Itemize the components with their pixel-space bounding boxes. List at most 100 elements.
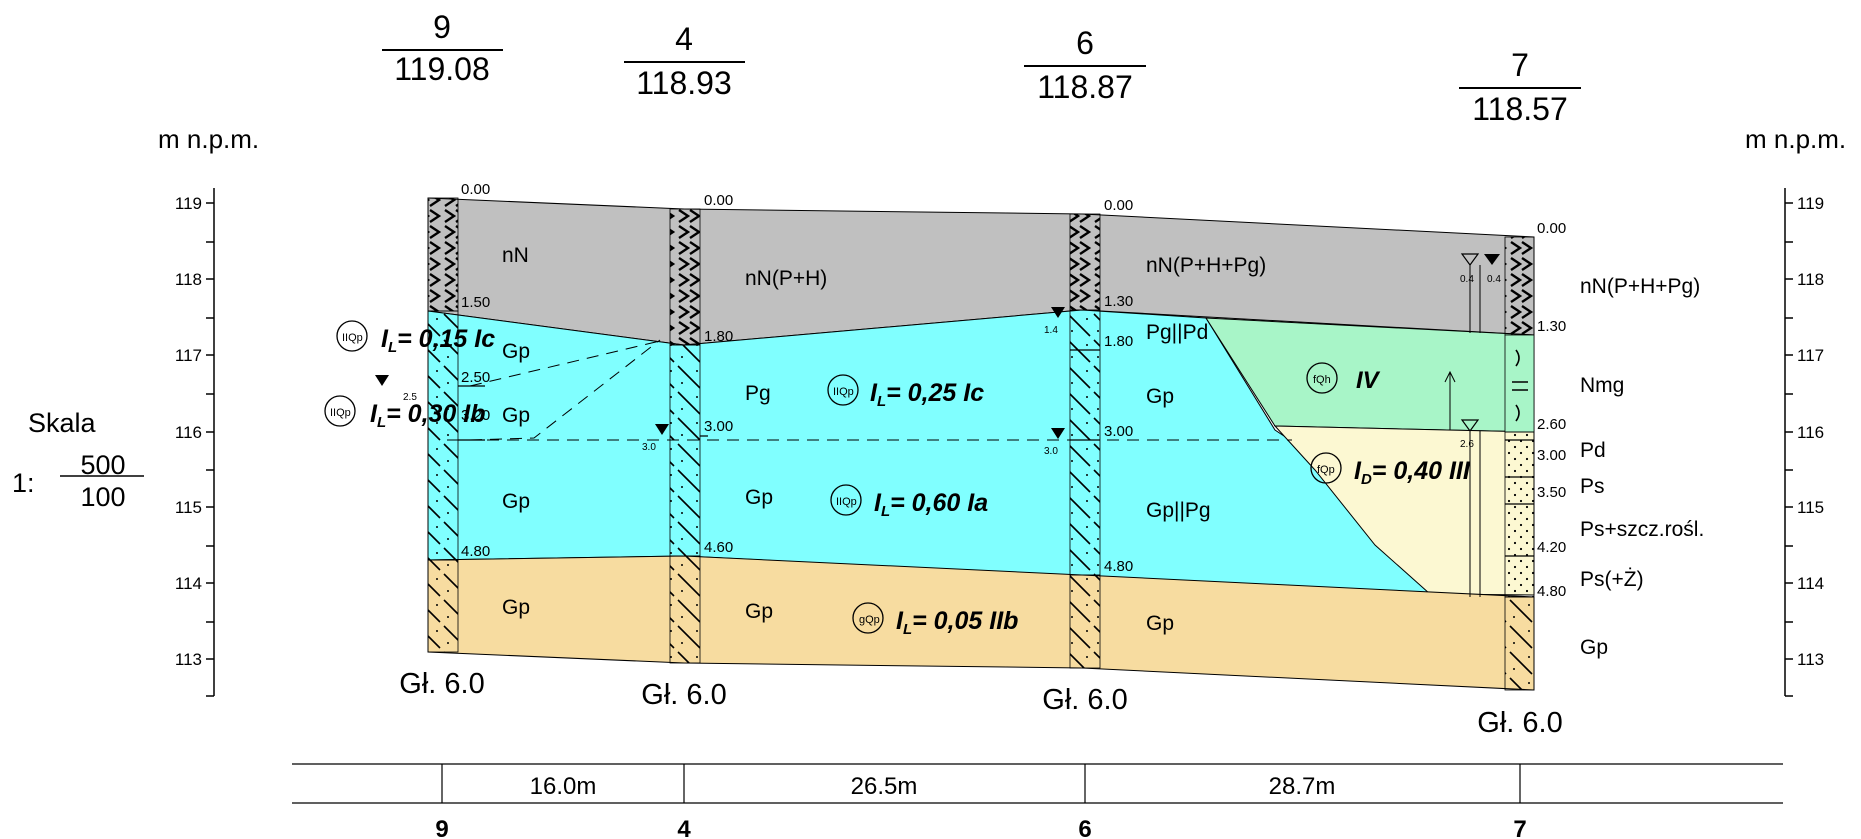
axis-left-ticks: 119 118 117 116 115 114 113 <box>175 194 202 669</box>
distance-borehole-ids: 9 4 6 7 <box>435 816 1526 839</box>
svg-text:115: 115 <box>175 498 202 517</box>
svg-text:4.80: 4.80 <box>1537 583 1566 600</box>
borehole-column-9 <box>427 197 459 653</box>
svg-text:fQp: fQp <box>1317 464 1335 476</box>
svg-text:119.08: 119.08 <box>394 51 490 87</box>
svg-text:Ps+szcz.rośl.: Ps+szcz.rośl. <box>1580 518 1704 541</box>
svg-text:nN(P+H+Pg): nN(P+H+Pg) <box>1146 254 1266 277</box>
borehole-column-7 <box>1504 236 1535 691</box>
svg-text:Gp||Pg: Gp||Pg <box>1146 499 1211 522</box>
svg-text:IL= 0,15 Ic: IL= 0,15 Ic <box>381 325 495 356</box>
distance-table <box>292 763 1783 804</box>
svg-text:100: 100 <box>80 482 125 512</box>
svg-text:0.00: 0.00 <box>461 181 490 198</box>
svg-text:Ps(+Ż): Ps(+Ż) <box>1580 568 1644 591</box>
svg-text:4.80: 4.80 <box>461 543 490 560</box>
svg-text:118.87: 118.87 <box>1037 69 1133 105</box>
total-depth-labels: Gł. 6.0 Gł. 6.0 Gł. 6.0 Gł. 6.0 <box>399 668 1562 739</box>
svg-text:Pg||Pd: Pg||Pd <box>1146 321 1208 344</box>
water-label-4: 3.0 <box>642 442 656 453</box>
param-6: fQh IV <box>1306 362 1381 394</box>
param-2: IIQp IL= 0,30 Ib <box>324 395 486 431</box>
svg-text:118.57: 118.57 <box>1472 91 1568 127</box>
svg-text:Gł. 6.0: Gł. 6.0 <box>1477 707 1562 739</box>
header-7: 7 118.57 <box>1459 47 1581 127</box>
svg-text:7: 7 <box>1513 816 1526 839</box>
svg-text:IIQp: IIQp <box>833 386 854 398</box>
distance-labels: 16.0m 26.5m 28.7m <box>530 773 1336 800</box>
svg-text:4.60: 4.60 <box>704 539 733 556</box>
svg-text:nN(P+H+Pg): nN(P+H+Pg) <box>1580 275 1700 298</box>
param-4: IIQp IL= 0,60 Ia <box>830 484 988 520</box>
svg-text:118.93: 118.93 <box>636 65 732 101</box>
svg-text:Gp: Gp <box>502 596 530 619</box>
axis-left <box>206 188 215 697</box>
header-9: 9 119.08 <box>382 9 503 87</box>
water-table-markers <box>375 253 1500 597</box>
axis-right <box>1784 188 1793 697</box>
svg-text:nN: nN <box>502 244 529 267</box>
svg-text:16.0m: 16.0m <box>530 773 597 800</box>
borehole-column-4 <box>669 208 701 664</box>
svg-text:7: 7 <box>1511 47 1529 83</box>
svg-text:IL= 0,25 Ic: IL= 0,25 Ic <box>870 379 984 410</box>
scale-block: Skala 1: 500 100 <box>12 408 144 512</box>
svg-text:0.00: 0.00 <box>704 192 733 209</box>
soil-labels: nN Gp Gp Gp Gp nN(P+H) Pg Gp Gp nN(P+H+P… <box>502 244 1704 659</box>
svg-text:IIQp: IIQp <box>836 496 857 508</box>
svg-text:Gł. 6.0: Gł. 6.0 <box>399 668 484 700</box>
water-label-6a: 1.4 <box>1044 325 1058 336</box>
svg-text:Gp: Gp <box>502 404 530 427</box>
svg-text:0.00: 0.00 <box>1537 220 1566 237</box>
borehole-column-6 <box>1069 213 1101 669</box>
svg-text:117: 117 <box>175 346 202 365</box>
svg-text:4: 4 <box>675 21 693 57</box>
svg-text:IIQp: IIQp <box>342 332 363 344</box>
svg-text:Skala: Skala <box>28 408 97 438</box>
svg-text:1.30: 1.30 <box>1104 293 1133 310</box>
svg-text:1.30: 1.30 <box>1537 318 1566 335</box>
water-label-9: 2.5 <box>403 392 417 403</box>
svg-text:4.20: 4.20 <box>1537 539 1566 556</box>
svg-text:nN(P+H): nN(P+H) <box>745 267 827 290</box>
svg-text:3.20: 3.20 <box>461 407 490 424</box>
svg-text:Gp: Gp <box>1146 612 1174 635</box>
svg-text:IL= 0,30 Ib: IL= 0,30 Ib <box>370 400 486 431</box>
param-1: IIQp IL= 0,15 Ic <box>336 320 495 356</box>
parameter-callouts: IIQp IL= 0,15 Ic IIQp IL= 0,30 Ib IIQp I… <box>324 320 1471 638</box>
svg-text:3.00: 3.00 <box>704 418 733 435</box>
axis-unit-left: m n.p.m. <box>158 124 259 154</box>
svg-text:4.80: 4.80 <box>1104 558 1133 575</box>
svg-text:Gp: Gp <box>502 340 530 363</box>
svg-text:28.7m: 28.7m <box>1269 773 1336 800</box>
svg-text:IL= 0,05 IIb: IL= 0,05 IIb <box>896 607 1018 638</box>
svg-text:4: 4 <box>677 816 691 839</box>
svg-text:3.00: 3.00 <box>1537 447 1566 464</box>
svg-text:Pg: Pg <box>745 382 771 405</box>
svg-text:Pd: Pd <box>1580 439 1606 462</box>
param-5: gQp IL= 0,05 IIb <box>852 602 1018 638</box>
water-label-6b: 3.0 <box>1044 446 1058 457</box>
svg-text:1.50: 1.50 <box>461 294 490 311</box>
axis-unit-right: m n.p.m. <box>1745 124 1846 154</box>
water-label-7a: 0.4 <box>1460 274 1474 285</box>
depth-labels: 0.00 1.50 2.50 3.20 4.80 0.00 1.80 3.00 … <box>461 181 1566 600</box>
svg-text:Gp: Gp <box>502 490 530 513</box>
svg-text:6: 6 <box>1076 25 1094 61</box>
svg-text:114: 114 <box>175 574 202 593</box>
svg-text:500: 500 <box>80 450 125 480</box>
water-label-7c: 2.6 <box>1460 439 1474 450</box>
svg-text:118: 118 <box>1797 270 1824 289</box>
svg-text:3.50: 3.50 <box>1537 484 1566 501</box>
svg-text:6: 6 <box>1078 816 1091 839</box>
param-3: IIQp IL= 0,25 Ic <box>827 374 984 410</box>
water-depth-labels: 2.5 3.0 1.4 3.0 0.4 0.4 2.6 <box>403 274 1501 457</box>
svg-text:IL= 0,60 Ia: IL= 0,60 Ia <box>874 489 988 520</box>
borehole-headers: 9 119.08 4 118.93 6 118.87 7 118.57 <box>382 9 1581 127</box>
svg-text:gQp: gQp <box>859 614 880 626</box>
svg-text:119: 119 <box>175 194 202 213</box>
svg-text:1.80: 1.80 <box>704 328 733 345</box>
depth-tick-lines <box>458 349 1534 557</box>
svg-text:Gp: Gp <box>1146 385 1174 408</box>
